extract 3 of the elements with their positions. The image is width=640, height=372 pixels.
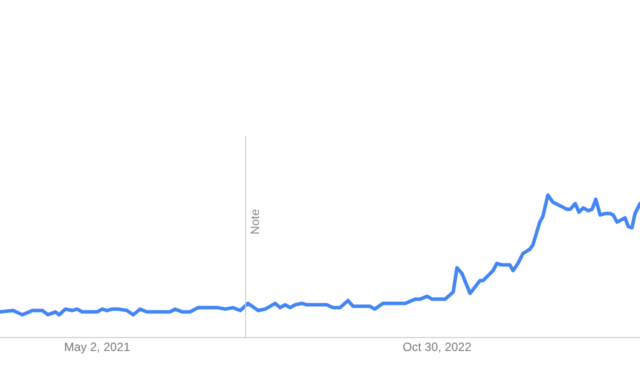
ref-line-label: Note (248, 208, 262, 234)
x-tick-label: May 2, 2021 (64, 340, 130, 354)
x-tick-label: Oct 30, 2022 (402, 340, 472, 354)
